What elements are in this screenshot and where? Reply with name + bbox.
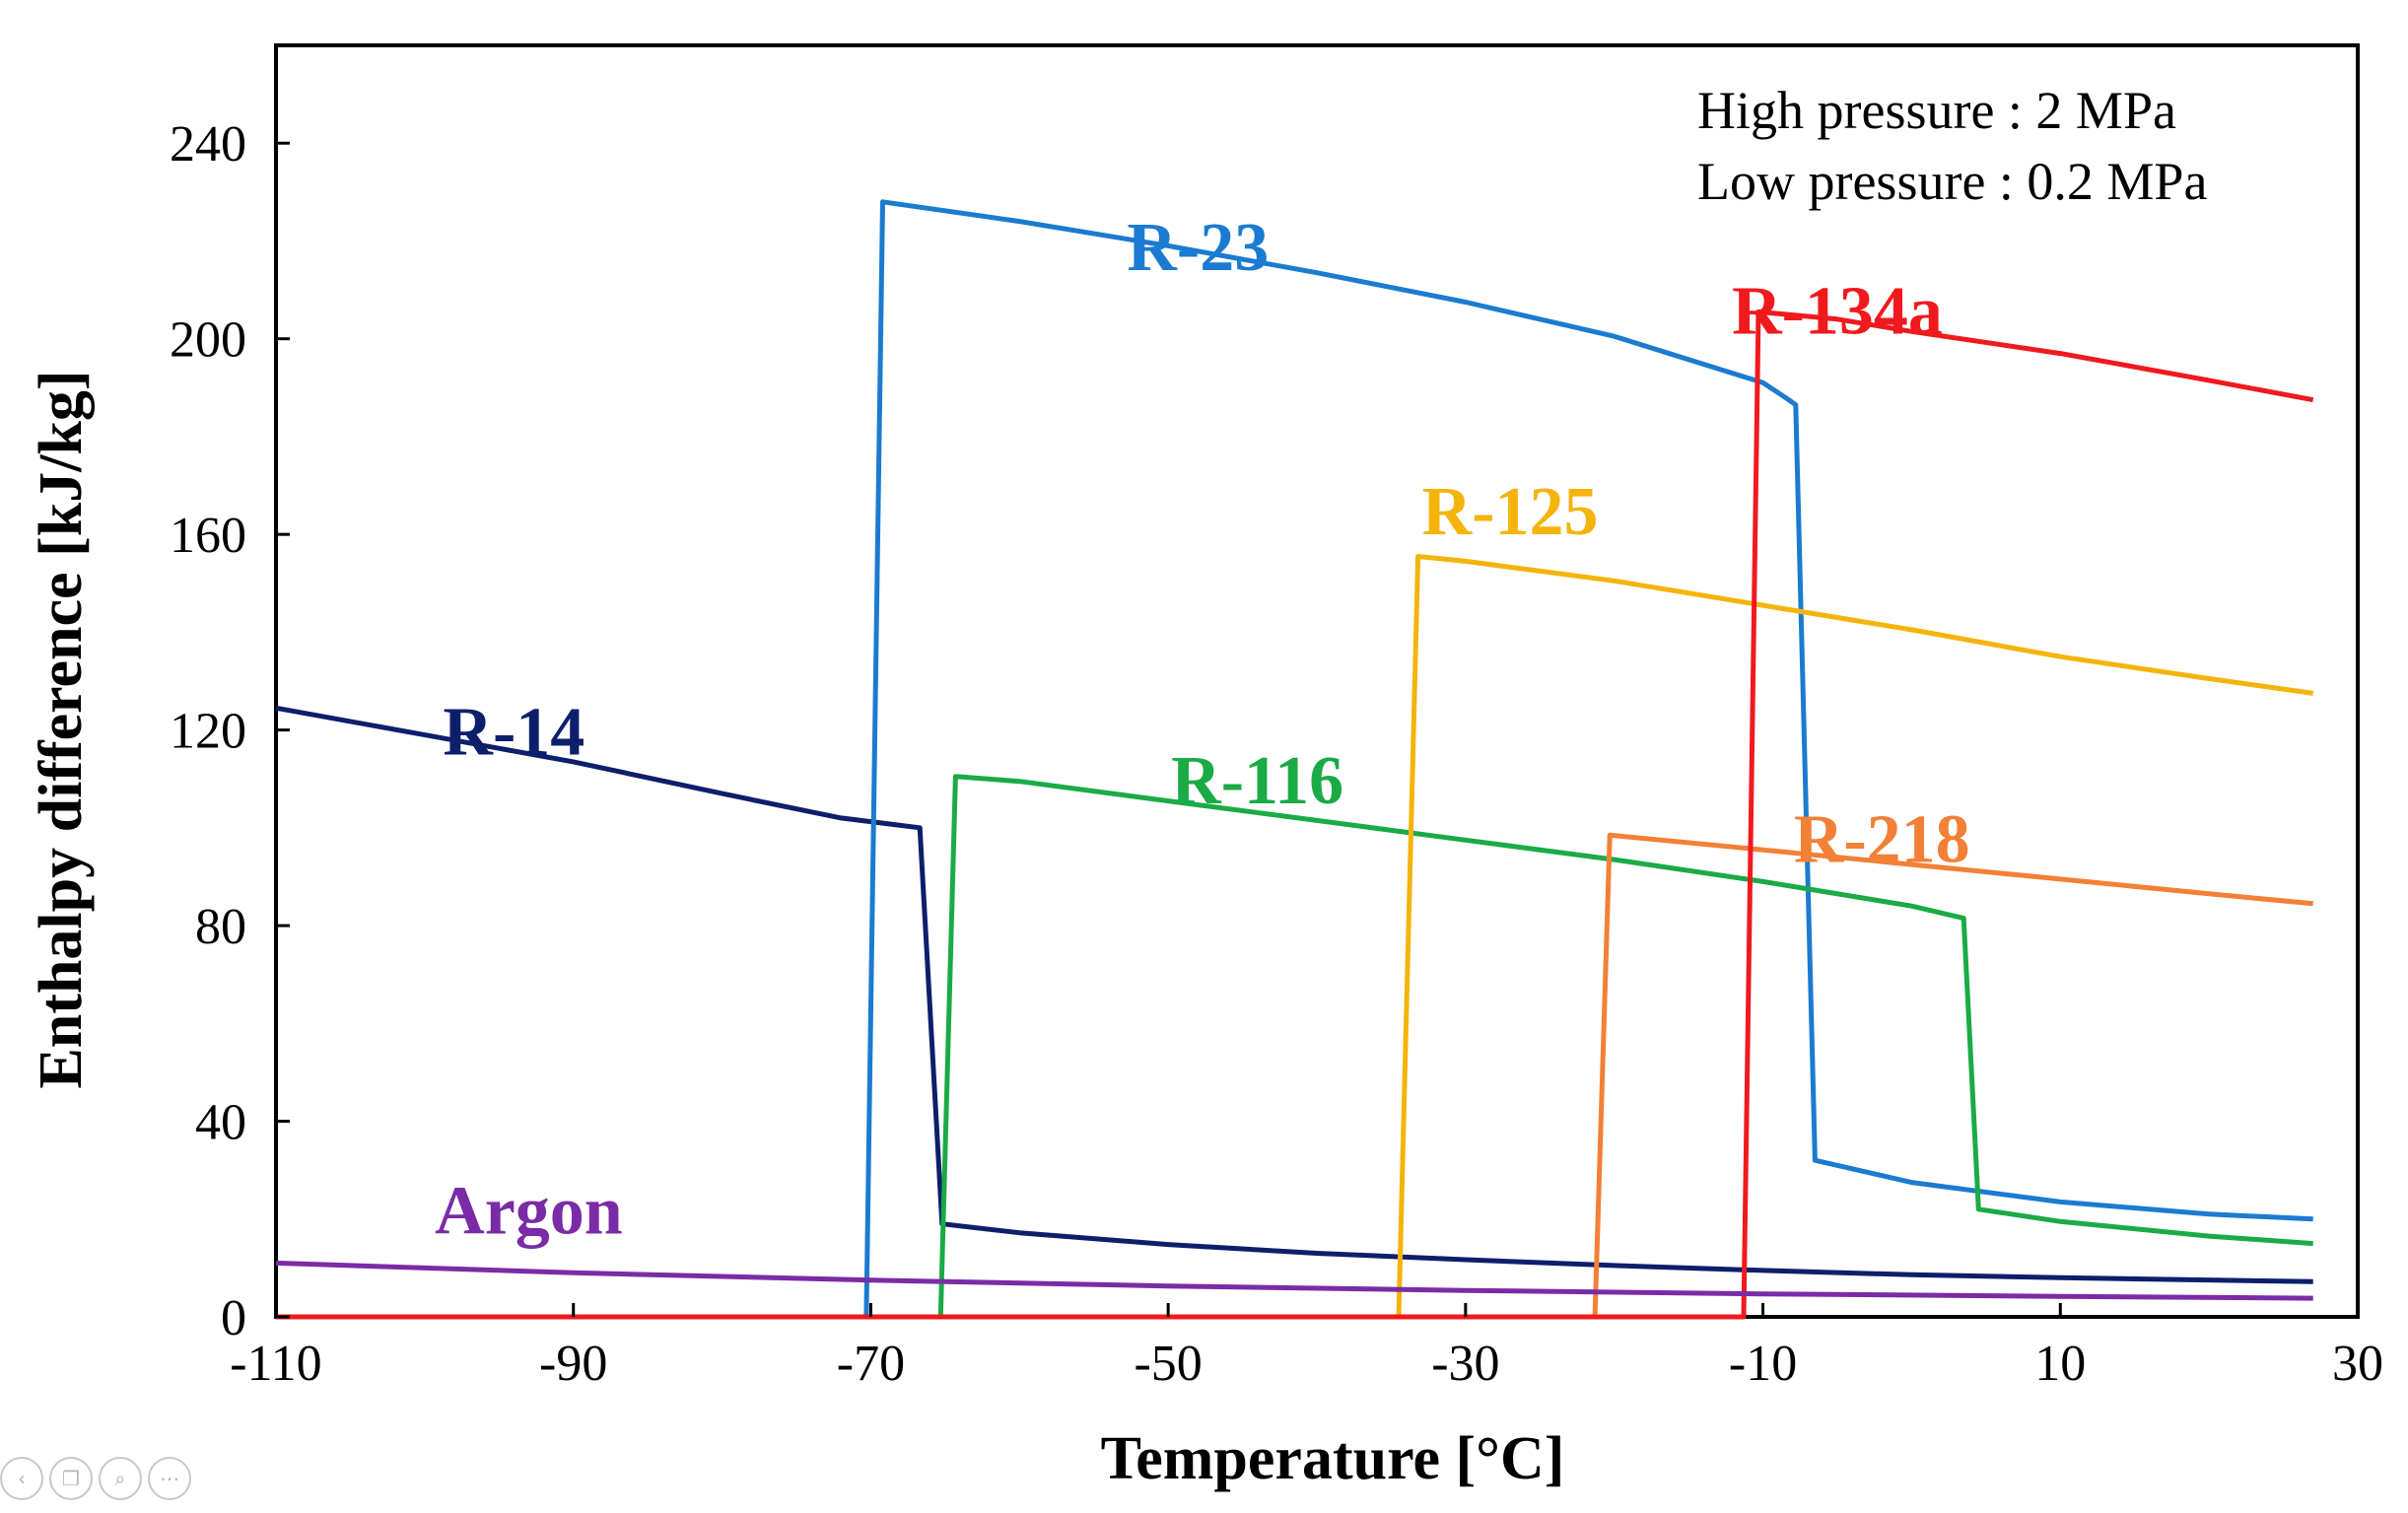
series-label-r-134a: R-134a (1732, 274, 1943, 350)
x-tick-label: -70 (837, 1336, 905, 1392)
y-tick-label: 120 (170, 704, 246, 760)
prev-icon[interactable]: ‹ (0, 1457, 43, 1500)
series-label-r-125: R-125 (1422, 474, 1599, 550)
x-tick-label: -10 (1729, 1336, 1797, 1392)
series-line-r-116 (276, 774, 2313, 1320)
y-tick-label: 0 (221, 1290, 246, 1346)
label-layer: R-14 R-23 R-116 R-125 R-218 R-134a Argon (435, 210, 1970, 1249)
series-line-r-218 (276, 832, 2313, 1320)
series-line-r-134a (276, 309, 2314, 1320)
zoom-icon[interactable]: ⌕ (99, 1457, 142, 1500)
more-icon[interactable]: ⋯ (148, 1457, 191, 1500)
x-tick-label: -30 (1431, 1336, 1499, 1392)
y-tick-label: 40 (195, 1095, 246, 1151)
y-axis-title: Enthalpy difference [kJ/kg] (28, 370, 95, 1088)
series-label-argon: Argon (435, 1174, 623, 1250)
y-tick-label: 80 (195, 899, 246, 955)
annotation-low-pressure: Low pressure : 0.2 MPa (1697, 152, 2207, 211)
series-line-r-125 (276, 554, 2314, 1320)
x-tick-label: 10 (2034, 1336, 2086, 1392)
series-layer (275, 199, 2314, 1320)
plot-frame (274, 43, 2360, 1319)
series-line-r-23 (276, 199, 2313, 1320)
series-line-r-14 (275, 705, 2313, 1284)
series-label-r-23: R-23 (1127, 210, 1269, 286)
tick-layer: -110 -90 -70 -50 -30 -10 10 30 0 40 80 120 160 200 240 (170, 116, 2383, 1392)
x-tick-label: -110 (230, 1336, 321, 1392)
y-tick-label: 240 (170, 116, 246, 172)
y-tick-label: 200 (170, 312, 246, 369)
x-tick-label: -90 (539, 1336, 607, 1392)
series-label-r-218: R-218 (1794, 802, 1970, 878)
x-tick-label: 30 (2332, 1336, 2383, 1392)
annotation-high-pressure: High pressure : 2 MPa (1697, 81, 2176, 140)
series-label-r-14: R-14 (443, 694, 585, 770)
x-axis-title: Temperature [°C] (1101, 1425, 1565, 1492)
series-label-r-116: R-116 (1171, 743, 1343, 819)
viewer-controls: ‹ ❐ ⌕ ⋯ (0, 1457, 191, 1506)
series-line-argon (275, 1260, 2313, 1301)
copy-icon[interactable]: ❐ (49, 1457, 93, 1500)
x-tick-label: -50 (1134, 1336, 1202, 1392)
y-tick-label: 160 (170, 508, 246, 564)
